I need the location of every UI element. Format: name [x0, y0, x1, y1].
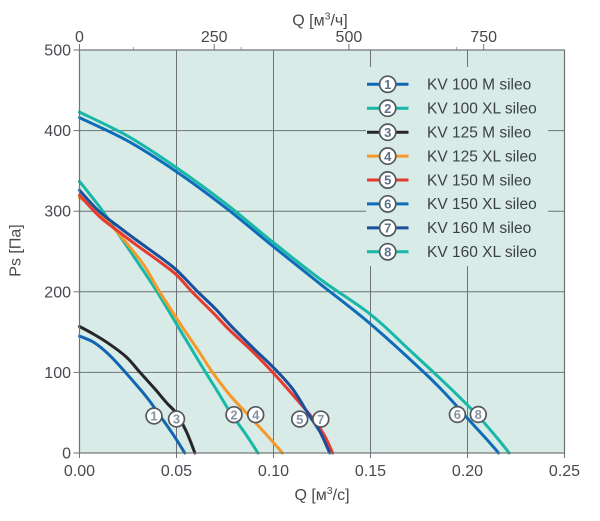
svg-text:250: 250 — [201, 29, 228, 46]
svg-text:2: 2 — [230, 407, 237, 422]
svg-text:1: 1 — [150, 409, 157, 424]
svg-text:0.25: 0.25 — [549, 463, 580, 480]
svg-text:750: 750 — [470, 29, 497, 46]
svg-text:Q [м3/ч]: Q [м3/ч] — [292, 11, 347, 30]
svg-text:7: 7 — [317, 412, 324, 427]
svg-text:500: 500 — [44, 43, 71, 60]
svg-text:KV 100 XL sileo: KV 100 XL sileo — [427, 101, 537, 118]
svg-text:3: 3 — [384, 125, 391, 140]
svg-text:400: 400 — [44, 123, 71, 140]
svg-text:0.05: 0.05 — [161, 463, 192, 480]
svg-text:0: 0 — [75, 29, 84, 46]
svg-text:8: 8 — [475, 407, 482, 422]
svg-text:5: 5 — [296, 412, 303, 427]
svg-text:200: 200 — [44, 284, 71, 301]
svg-text:4: 4 — [384, 149, 392, 164]
svg-text:6: 6 — [384, 197, 391, 212]
svg-text:4: 4 — [252, 407, 260, 422]
svg-text:0.00: 0.00 — [64, 463, 95, 480]
svg-text:0.15: 0.15 — [355, 463, 386, 480]
svg-text:6: 6 — [454, 407, 461, 422]
svg-text:Q [м3/с]: Q [м3/с] — [294, 485, 349, 504]
svg-text:2: 2 — [384, 101, 391, 116]
svg-text:KV 160 XL sileo: KV 160 XL sileo — [427, 244, 537, 261]
svg-text:KV 160 M sileo: KV 160 M sileo — [427, 220, 531, 237]
svg-text:KV 150 M sileo: KV 150 M sileo — [427, 172, 531, 189]
svg-text:1: 1 — [384, 77, 391, 92]
svg-text:500: 500 — [336, 29, 363, 46]
svg-text:Ps [Па]: Ps [Па] — [8, 224, 25, 276]
svg-text:5: 5 — [384, 173, 391, 188]
svg-text:3: 3 — [173, 412, 180, 427]
svg-text:KV 125 M sileo: KV 125 M sileo — [427, 125, 531, 142]
svg-text:300: 300 — [44, 204, 71, 221]
svg-text:KV 100 M sileo: KV 100 M sileo — [427, 77, 531, 94]
svg-text:100: 100 — [44, 365, 71, 382]
svg-text:0.20: 0.20 — [452, 463, 483, 480]
svg-text:0.10: 0.10 — [258, 463, 289, 480]
svg-text:KV 150 XL sileo: KV 150 XL sileo — [427, 196, 537, 213]
svg-text:8: 8 — [384, 245, 391, 260]
svg-text:KV 125 XL sileo: KV 125 XL sileo — [427, 148, 537, 165]
svg-text:0: 0 — [62, 446, 71, 463]
svg-text:7: 7 — [384, 221, 391, 236]
